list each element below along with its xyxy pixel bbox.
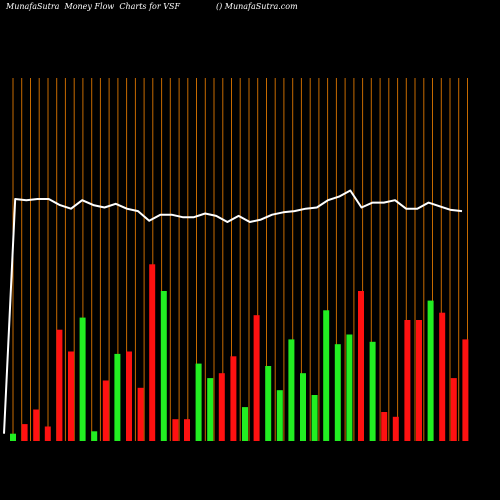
flow-bar xyxy=(149,264,156,441)
flow-bar xyxy=(33,409,40,441)
flow-bar xyxy=(172,419,179,441)
flow-bar xyxy=(79,317,86,441)
flow-bar xyxy=(346,334,353,441)
flow-bar xyxy=(114,353,121,441)
flow-bar xyxy=(311,395,318,441)
flow-bar xyxy=(404,320,411,441)
flow-bar xyxy=(44,426,51,441)
flow-bar xyxy=(392,416,399,441)
flow-bar xyxy=(288,339,295,441)
flow-bar xyxy=(218,373,225,441)
flow-bar xyxy=(126,351,132,441)
flow-bar xyxy=(195,363,202,441)
flow-bar xyxy=(91,431,98,441)
flow-bar xyxy=(276,390,283,441)
money-flow-line xyxy=(3,189,463,434)
flow-bar xyxy=(381,412,388,441)
flow-bar xyxy=(102,380,109,441)
flow-bar xyxy=(369,341,376,441)
flow-bar xyxy=(334,344,341,441)
flow-bar xyxy=(10,433,16,441)
flow-bar xyxy=(68,351,74,441)
flow-bar xyxy=(416,320,422,441)
flow-bar xyxy=(207,378,214,441)
flow-bar xyxy=(56,329,63,441)
flow-bar xyxy=(137,387,144,441)
flow-bar xyxy=(439,312,446,441)
flow-bar xyxy=(253,315,260,441)
flow-bar xyxy=(358,291,364,441)
chart-title: MunafaSutra Money Flow Charts for VSF xyxy=(6,2,181,11)
flow-bar xyxy=(427,300,434,441)
flow-bar xyxy=(230,356,237,441)
site-name: () MunafaSutra.com xyxy=(216,2,298,11)
flow-bar xyxy=(242,407,248,441)
flow-bar xyxy=(160,291,167,441)
flow-bar xyxy=(323,310,330,441)
flow-bar xyxy=(300,373,306,441)
flow-bar xyxy=(450,378,457,441)
bar-series xyxy=(10,264,469,441)
flow-bar xyxy=(21,424,28,441)
flow-bar xyxy=(462,339,469,441)
flow-bar xyxy=(265,366,272,441)
flow-bar xyxy=(184,419,190,441)
